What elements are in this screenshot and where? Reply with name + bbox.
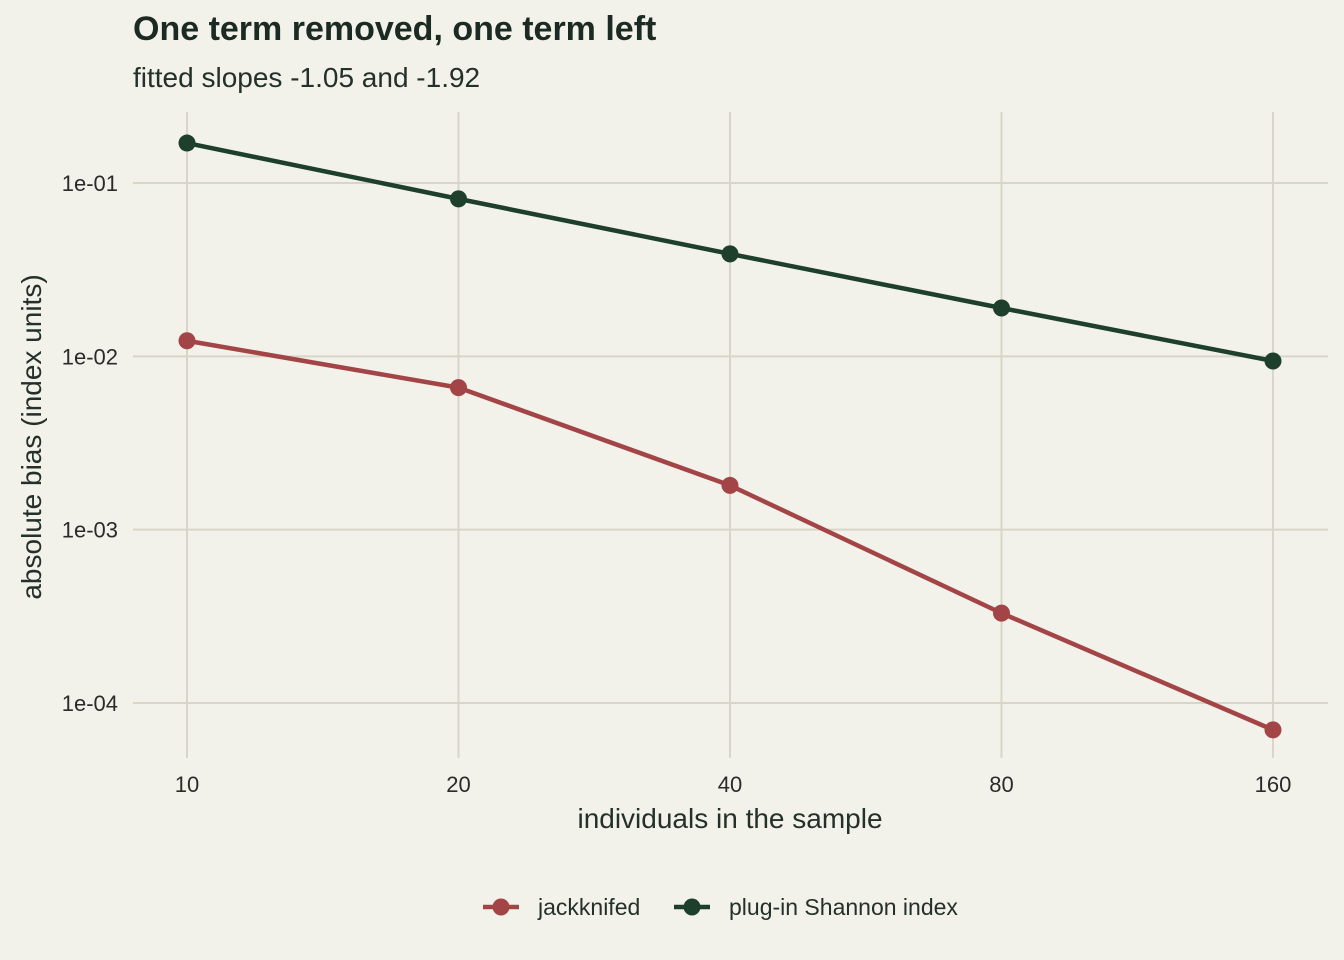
x-axis-title: individuals in the sample xyxy=(577,803,882,834)
y-tick-label: 1e-02 xyxy=(62,344,118,369)
axis-labels: 10 20 40 80 160 1e-04 1e-03 1e-02 1e-01 xyxy=(62,171,1292,797)
y-tick-label: 1e-03 xyxy=(62,518,118,543)
legend-label: jackknifed xyxy=(537,894,640,920)
data-point xyxy=(721,476,739,494)
legend-label: plug-in Shannon index xyxy=(729,894,958,920)
legend-key-marker xyxy=(683,898,701,916)
data-point xyxy=(178,332,196,350)
data-point xyxy=(993,299,1010,317)
data-point xyxy=(450,190,467,208)
data-point xyxy=(993,604,1010,622)
x-tick-label: 80 xyxy=(989,772,1013,797)
data-point xyxy=(1264,352,1282,370)
data-point xyxy=(1264,721,1282,739)
x-tick-label: 40 xyxy=(718,772,742,797)
data-point xyxy=(721,245,739,263)
chart-subtitle: fitted slopes -1.05 and -1.92 xyxy=(133,62,481,93)
data-point xyxy=(178,134,196,152)
legend: jackknifed plug-in Shannon index xyxy=(483,894,958,920)
data-point xyxy=(450,379,467,397)
y-tick-label: 1e-04 xyxy=(62,691,118,716)
legend-key-marker xyxy=(492,898,510,916)
chart-title: One term removed, one term left xyxy=(133,10,657,48)
x-tick-label: 20 xyxy=(446,772,470,797)
x-tick-label: 160 xyxy=(1255,772,1292,797)
grid-lines xyxy=(133,112,1328,758)
series-layer xyxy=(178,134,1282,739)
y-tick-label: 1e-01 xyxy=(62,171,118,196)
y-axis-title: absolute bias (index units) xyxy=(16,274,47,599)
x-tick-label: 10 xyxy=(175,772,199,797)
